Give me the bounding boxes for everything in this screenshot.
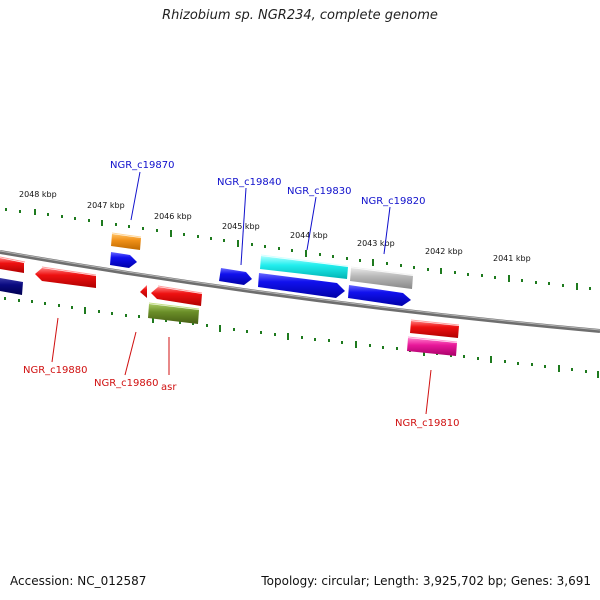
gene-feature[interactable] bbox=[258, 273, 345, 298]
gene-feature[interactable] bbox=[0, 256, 26, 273]
gene-feature[interactable] bbox=[410, 319, 460, 338]
gene-feature[interactable] bbox=[0, 278, 23, 295]
kbp-label: 2046 kbp bbox=[154, 212, 192, 221]
kbp-label: 2041 kbp bbox=[493, 254, 531, 263]
kbp-label: 2048 kbp bbox=[19, 190, 57, 199]
gene-label-asr[interactable]: asr bbox=[161, 382, 177, 393]
gene-feature[interactable] bbox=[35, 266, 97, 288]
gene-feature[interactable] bbox=[407, 336, 458, 356]
gene-feature[interactable] bbox=[219, 268, 252, 285]
kbp-label: 2042 kbp bbox=[425, 247, 463, 256]
map-title: Rhizobium sp. NGR234, complete genome bbox=[162, 8, 438, 23]
gene-feature[interactable] bbox=[148, 302, 200, 324]
gene-label-ngr-c19840[interactable]: NGR_c19840 bbox=[217, 177, 282, 188]
kbp-label: 2045 kbp bbox=[222, 222, 260, 231]
gene-feature[interactable] bbox=[111, 232, 142, 250]
gene-feature[interactable] bbox=[110, 252, 137, 268]
gene-feature[interactable] bbox=[260, 254, 349, 279]
gene-feature[interactable] bbox=[151, 285, 203, 306]
leader-lines-top bbox=[130, 171, 391, 266]
kbp-label: 2043 kbp bbox=[357, 239, 395, 248]
kbp-label: 2044 kbp bbox=[290, 231, 328, 240]
gene-label-ngr-c19880[interactable]: NGR_c19880 bbox=[23, 365, 88, 376]
outer-tick-ring bbox=[5, 208, 591, 290]
kbp-label: 2047 kbp bbox=[87, 201, 125, 210]
accession-text: Accession: NC_012587 bbox=[10, 574, 147, 588]
gene-label-ngr-c19810[interactable]: NGR_c19810 bbox=[395, 418, 460, 429]
gene-label-ngr-c19830[interactable]: NGR_c19830 bbox=[287, 186, 352, 197]
gene-feature[interactable] bbox=[350, 266, 414, 289]
gene-label-ngr-c19860[interactable]: NGR_c19860 bbox=[94, 378, 159, 389]
gene-label-ngr-c19870[interactable]: NGR_c19870 bbox=[110, 160, 175, 171]
genome-summary-text: Topology: circular; Length: 3,925,702 bp… bbox=[261, 574, 591, 588]
leader-lines-bottom bbox=[51, 317, 432, 415]
gene-feature[interactable] bbox=[348, 285, 411, 306]
gene-label-ngr-c19820[interactable]: NGR_c19820 bbox=[361, 196, 426, 207]
genome-backbone bbox=[0, 250, 600, 333]
inner-tick-ring bbox=[4, 297, 599, 378]
gene-feature[interactable] bbox=[140, 285, 147, 298]
